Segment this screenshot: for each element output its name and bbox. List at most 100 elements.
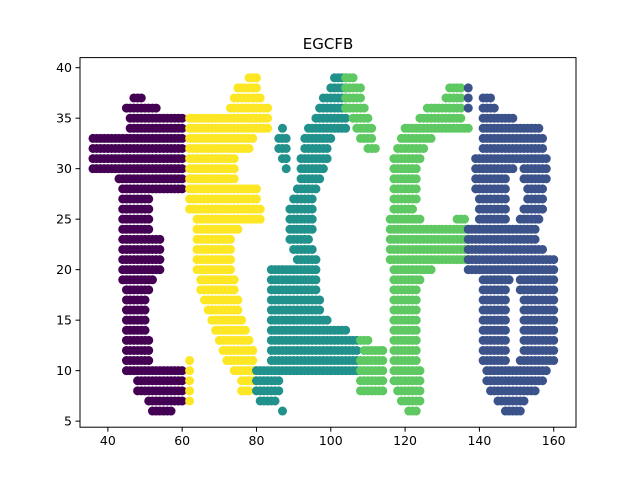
scatter-point <box>500 315 510 325</box>
scatter-point <box>463 123 473 133</box>
scatter-point <box>270 396 280 406</box>
scatter-point <box>549 335 559 345</box>
scatter-point <box>233 224 243 234</box>
scatter-point <box>530 386 540 396</box>
scatter-point <box>326 133 336 143</box>
scatter-point <box>255 93 265 103</box>
scatter-point <box>155 265 165 275</box>
scatter-point <box>233 305 243 315</box>
scatter-point <box>140 325 150 335</box>
scatter-point <box>177 123 187 133</box>
scatter-point <box>177 184 187 194</box>
scatter-point <box>144 356 154 366</box>
scatter-point <box>456 113 466 123</box>
scatter-point <box>229 275 239 285</box>
scatter-point <box>277 123 287 133</box>
scatter-point <box>251 184 261 194</box>
scatter-point <box>263 123 273 133</box>
scatter-point <box>419 143 429 153</box>
scatter-point <box>411 194 421 204</box>
scatter-point <box>411 184 421 194</box>
scatter-point <box>534 214 544 224</box>
scatter-point <box>411 325 421 335</box>
scatter-point <box>538 204 548 214</box>
scatter-point <box>341 123 351 133</box>
scatter-point <box>378 366 388 376</box>
scatter-point <box>147 275 157 285</box>
scatter-point <box>225 234 235 244</box>
scatter-point <box>140 295 150 305</box>
scatter-point <box>177 396 187 406</box>
scatter-point <box>255 204 265 214</box>
scatter-point <box>500 204 510 214</box>
scatter-point <box>322 315 332 325</box>
y-tick-label: 30 <box>56 161 72 176</box>
scatter-point <box>225 244 235 254</box>
scatter-point <box>315 295 325 305</box>
scatter-point <box>378 386 388 396</box>
scatter-point <box>549 305 559 315</box>
scatter-point <box>415 214 425 224</box>
scatter-point <box>240 325 250 335</box>
scatter-point <box>463 93 473 103</box>
scatter-point <box>549 325 559 335</box>
scatter-point <box>155 234 165 244</box>
scatter-point <box>177 366 187 376</box>
scatter-point <box>144 335 154 345</box>
scatter-point <box>500 214 510 224</box>
scatter-point <box>541 164 551 174</box>
scatter-point <box>463 103 473 113</box>
scatter-point <box>426 265 436 275</box>
scatter-point <box>263 113 273 123</box>
scatter-point <box>177 376 187 386</box>
scatter-point <box>185 376 195 386</box>
scatter-point <box>549 265 559 275</box>
scatter-point <box>538 143 548 153</box>
x-tick-label: 120 <box>393 433 417 448</box>
scatter-point <box>244 143 254 153</box>
scatter-point <box>311 255 321 265</box>
scatter-point <box>177 133 187 143</box>
scatter-point <box>233 295 243 305</box>
scatter-point <box>136 93 146 103</box>
scatter-point <box>307 204 317 214</box>
scatter-point <box>322 154 332 164</box>
scatter-point <box>500 325 510 335</box>
scatter-point <box>352 345 362 355</box>
scatter-point <box>144 214 154 224</box>
scatter-point <box>378 345 388 355</box>
scatter-point <box>311 275 321 285</box>
scatter-point <box>177 154 187 164</box>
scatter-point <box>348 73 358 83</box>
scatter-point <box>508 113 518 123</box>
scatter-point <box>411 164 421 174</box>
scatter-point <box>549 345 559 355</box>
scatter-point <box>426 133 436 143</box>
scatter-point <box>538 184 548 194</box>
y-tick-label: 5 <box>64 414 72 429</box>
scatter-point <box>248 133 258 143</box>
scatter-point <box>144 224 154 234</box>
scatter-point <box>140 305 150 315</box>
scatter-point <box>315 174 325 184</box>
scatter-point <box>341 113 351 123</box>
x-tick-label: 100 <box>319 433 343 448</box>
scatter-point <box>303 234 313 244</box>
scatter-point <box>541 174 551 184</box>
x-axis: 40 60 80 100 120 140 160 <box>100 427 566 448</box>
scatter-point <box>185 356 195 366</box>
chart-title: EGCFB <box>303 35 354 53</box>
scatter-point <box>356 83 366 93</box>
scatter-point <box>311 184 321 194</box>
scatter-point <box>244 335 254 345</box>
scatter-point <box>415 275 425 285</box>
scatter-point <box>411 335 421 345</box>
scatter-point <box>248 356 258 366</box>
scatter-point <box>508 164 518 174</box>
scatter-point <box>500 335 510 345</box>
scatter-point <box>251 194 261 204</box>
scatter-point <box>456 103 466 113</box>
scatter-point <box>549 255 559 265</box>
x-tick-label: 60 <box>174 433 190 448</box>
scatter-point <box>274 386 284 396</box>
